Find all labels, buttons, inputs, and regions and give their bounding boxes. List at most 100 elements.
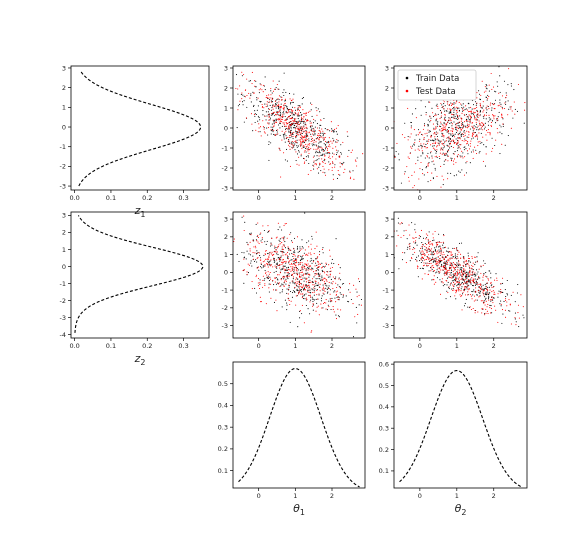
- scatter-point: [510, 127, 512, 129]
- scatter-point: [270, 100, 272, 102]
- scatter-point: [243, 74, 245, 76]
- scatter-point: [282, 265, 284, 267]
- scatter-point: [307, 289, 309, 291]
- scatter-point: [480, 132, 482, 134]
- scatter-point: [460, 288, 462, 290]
- scatter-point: [322, 161, 324, 163]
- scatter-point: [311, 330, 313, 332]
- scatter-point: [514, 317, 516, 319]
- scatter-point: [472, 113, 475, 115]
- scatter-point: [456, 100, 458, 102]
- scatter-point: [477, 125, 479, 127]
- scatter-point: [264, 272, 267, 274]
- scatter-point: [283, 152, 285, 154]
- scatter-point: [281, 237, 283, 239]
- scatter-point: [258, 89, 260, 91]
- scatter-point: [499, 290, 501, 293]
- scatter-point: [494, 122, 497, 124]
- scatter-point: [441, 132, 443, 134]
- scatter-point: [294, 130, 297, 132]
- panel-theta2-marginal: 0 1 20.60.50.40.30.20.1θ2: [379, 360, 528, 517]
- scatter-point: [256, 240, 258, 242]
- scatter-point: [508, 310, 510, 312]
- scatter-point: [452, 133, 454, 135]
- scatter-point: [516, 292, 519, 294]
- scatter-point: [287, 257, 289, 259]
- scatter-point: [308, 140, 310, 142]
- scatter-point: [331, 262, 333, 264]
- scatter-point: [286, 255, 288, 257]
- scatter-point: [266, 97, 268, 99]
- scatter-point: [466, 283, 468, 285]
- scatter-point: [322, 307, 324, 309]
- scatter-point: [480, 289, 483, 291]
- scatter-point: [278, 88, 280, 90]
- scatter-point: [396, 245, 398, 247]
- scatter-point: [317, 272, 319, 274]
- scatter-point: [304, 249, 306, 251]
- scatter-point: [307, 260, 309, 262]
- scatter-point: [427, 165, 429, 167]
- scatter-point: [460, 290, 462, 292]
- scatter-point: [275, 113, 277, 115]
- scatter-point: [324, 144, 327, 146]
- x-tick-label: 1: [455, 194, 459, 202]
- scatter-point: [299, 134, 301, 136]
- scatter-point: [476, 92, 478, 94]
- scatter-point: [289, 121, 291, 123]
- scatter-point: [250, 93, 252, 95]
- scatter-point: [298, 289, 300, 291]
- scatter-point: [329, 130, 331, 132]
- scatter-point: [449, 296, 452, 298]
- scatter-point: [273, 120, 275, 122]
- scatter-point: [317, 278, 319, 280]
- scatter-point: [475, 287, 477, 289]
- scatter-point: [300, 269, 302, 271]
- scatter-point: [340, 293, 342, 295]
- scatter-point: [296, 281, 298, 283]
- scatter-point: [286, 272, 288, 274]
- scatter-point: [286, 107, 288, 109]
- scatter-point: [331, 169, 333, 171]
- scatter-point: [302, 247, 304, 249]
- scatter-point: [464, 275, 466, 277]
- scatter-point: [300, 272, 302, 274]
- scatter-point: [320, 136, 322, 138]
- scatter-point: [282, 248, 284, 250]
- scatter-point: [314, 130, 316, 132]
- scatter-point: [259, 131, 261, 133]
- scatter-point: [497, 119, 499, 121]
- scatter-point: [440, 249, 442, 251]
- scatter-point: [322, 139, 325, 141]
- scatter-point: [463, 131, 465, 133]
- scatter-point: [266, 115, 268, 117]
- scatter-point: [406, 238, 408, 240]
- scatter-point: [422, 134, 424, 136]
- scatter-point: [485, 300, 487, 302]
- scatter-point: [462, 108, 464, 110]
- scatter-point: [255, 80, 257, 82]
- scatter-point: [285, 121, 287, 124]
- scatter-point: [455, 102, 457, 104]
- scatter-point: [428, 241, 430, 243]
- scatter-point: [483, 109, 485, 111]
- scatter-series-train-data: [236, 212, 363, 338]
- scatter-point: [290, 270, 292, 272]
- scatter-point: [465, 298, 467, 301]
- scatter-point: [328, 264, 330, 266]
- scatter-point: [477, 145, 479, 147]
- scatter-point: [488, 295, 490, 297]
- scatter-point: [301, 257, 303, 259]
- scatter-point: [265, 271, 267, 273]
- scatter-point: [316, 289, 318, 292]
- scatter-point: [475, 101, 477, 103]
- scatter-point: [323, 117, 325, 120]
- scatter-point: [445, 246, 447, 248]
- scatter-point: [286, 304, 288, 306]
- scatter-point: [440, 250, 442, 252]
- scatter-point: [273, 133, 275, 135]
- x-tick-label: 0.0: [69, 342, 79, 350]
- scatter-point: [260, 232, 262, 234]
- scatter-point: [338, 316, 340, 318]
- scatter-point: [419, 168, 421, 170]
